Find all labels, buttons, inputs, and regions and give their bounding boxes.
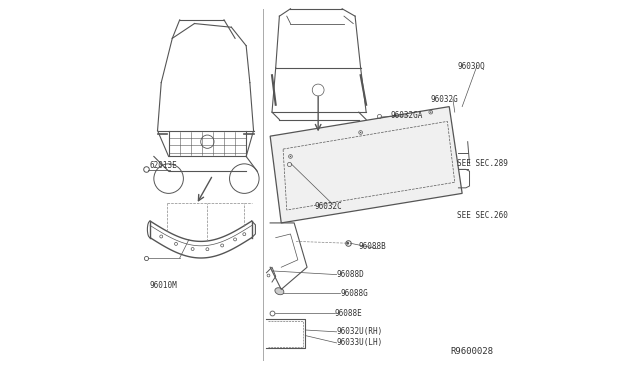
Polygon shape — [270, 107, 462, 223]
Text: 96030Q: 96030Q — [458, 61, 485, 71]
Text: 62013E: 62013E — [149, 161, 177, 170]
Text: 96033U(LH): 96033U(LH) — [337, 339, 383, 347]
Text: 96032G: 96032G — [431, 95, 458, 104]
Circle shape — [347, 243, 348, 244]
Text: 96088B: 96088B — [359, 243, 387, 251]
Text: SEE SEC.289: SEE SEC.289 — [456, 159, 508, 169]
Text: R9600028: R9600028 — [451, 347, 493, 356]
Circle shape — [360, 132, 362, 133]
Text: 96088D: 96088D — [337, 270, 364, 279]
Text: SEE SEC.260: SEE SEC.260 — [456, 211, 508, 220]
Text: 96088E: 96088E — [335, 309, 362, 318]
Circle shape — [290, 156, 291, 157]
Text: 96010M: 96010M — [149, 281, 177, 290]
Circle shape — [430, 112, 431, 113]
Ellipse shape — [275, 288, 284, 295]
Text: 96088G: 96088G — [340, 289, 368, 298]
Text: 96032GA: 96032GA — [390, 111, 422, 121]
Text: 96032U(RH): 96032U(RH) — [337, 327, 383, 336]
Text: 96032C: 96032C — [314, 202, 342, 211]
